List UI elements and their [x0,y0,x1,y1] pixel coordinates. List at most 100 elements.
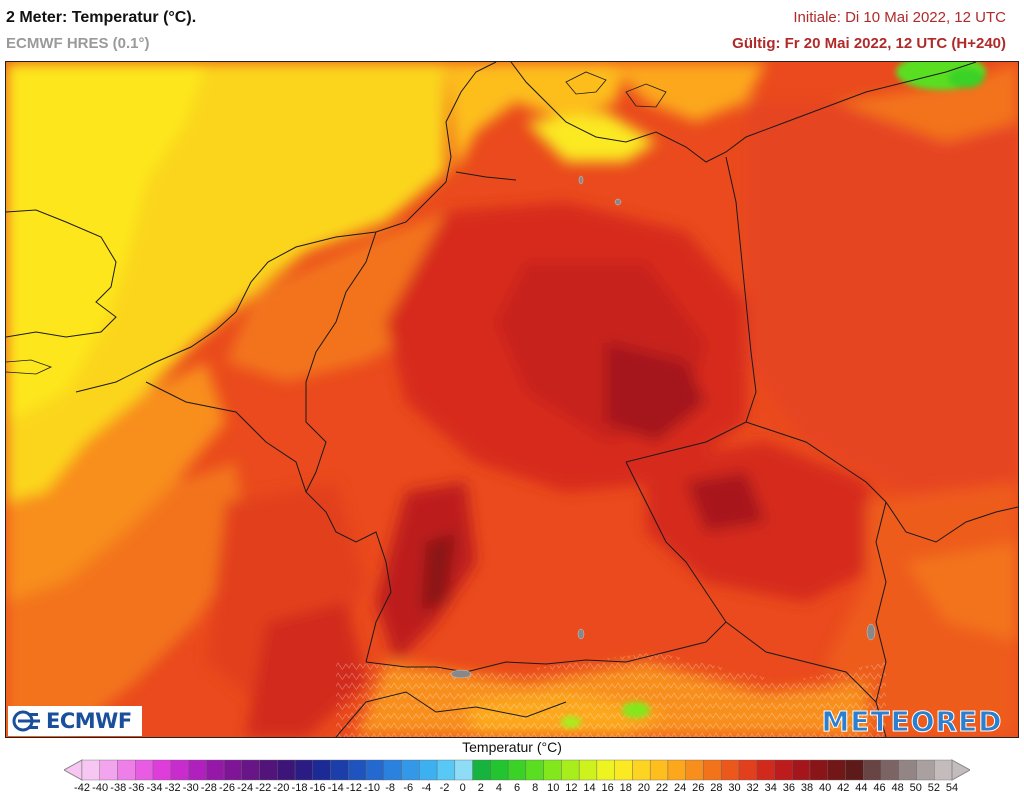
legend-swatch [578,759,598,781]
legend-tick-label: 4 [495,782,502,794]
legend-tick-label: 28 [710,782,723,794]
legend-swatch [863,759,882,781]
legend-tick-label: -14 [327,782,344,794]
legend-swatch [561,759,580,781]
legend-swatch [152,759,171,781]
legend-tick-label: -10 [364,782,380,794]
legend-swatch [241,759,260,781]
legend-title: Temperatur (°C) [462,739,562,755]
meteored-logo-text: METEORED [821,704,1003,738]
legend-tick-label: 32 [746,782,759,794]
legend-tick-label: -40 [92,782,109,794]
legend-swatch [703,759,722,781]
legend-arrow-right-icon [951,759,970,781]
valid-time: Gültig: Fr 20 Mai 2022, 12 UTC (H+240) [732,35,1006,52]
legend-tick-label: -22 [255,782,272,794]
legend-swatch [596,759,615,781]
legend-tick-label: 10 [547,782,560,794]
legend-swatch [845,759,864,781]
legend-swatch [774,759,793,781]
legend-tick-label: -4 [421,782,432,794]
color-legend-bar [64,759,970,781]
legend-swatch [614,759,633,781]
legend-swatch [419,759,438,781]
map-title: 2 Meter: Temperatur (°C). [6,9,197,26]
ecmwf-logo: ECMWF [8,706,142,736]
legend-tick-label: 44 [855,782,868,794]
legend-tick-label: -18 [291,782,308,794]
legend-swatch [117,759,136,781]
legend-tick-label: 34 [764,782,777,794]
legend-tick-label: -12 [345,782,362,794]
legend-swatch [543,759,562,781]
temperature-map[interactable] [5,61,1019,738]
legend-tick-label: 40 [819,782,832,794]
legend-swatch [685,759,704,781]
legend-swatch [649,759,669,781]
temperature-field [6,62,1018,737]
legend-tick-label: -36 [128,782,145,794]
init-time: Initiale: Di 10 Mai 2022, 12 UTC [793,9,1006,26]
meteored-logo: METEORED [806,704,1018,738]
legend-tick-label: -20 [273,782,290,794]
ecmwf-logo-text: ECMWF [46,709,132,733]
legend-swatch [223,759,242,781]
legend-tick-label: 14 [583,782,596,794]
legend-tick-label: 52 [927,782,940,794]
legend-tick-label: 12 [565,782,578,794]
legend-tick-label: -2 [439,782,450,794]
legend-swatch [525,759,544,781]
legend-swatch [632,759,651,781]
model-label: ECMWF HRES (0.1°) [6,35,150,52]
legend-tick-labels: -42 -40 -38 -36 -34 -32 -30 -28 -26 -24 -22 -20 -18-… [0,782,1024,798]
legend-swatch [330,759,349,781]
legend-swatch [206,759,225,781]
legend-tick-label: 20 [637,782,650,794]
legend-tick-label: 46 [873,782,886,794]
legend-swatch [809,759,828,781]
legend-tick-label: 38 [800,782,814,794]
legend-tick-label: -8 [385,782,396,794]
legend-swatch [170,759,189,781]
legend-tick-label: 54 [945,782,959,794]
ecmwf-logo-icon [12,710,40,732]
legend-tick-label: 36 [782,782,795,794]
legend-tick-label: 48 [891,782,904,794]
legend-swatch [365,759,385,781]
legend-swatch [738,759,757,781]
legend-swatch [880,759,899,781]
legend-tick-label: -38 [110,782,127,794]
legend-tick-label: -42 [74,782,90,794]
legend-swatch [81,759,100,781]
legend-swatch [667,759,686,781]
legend-tick-label: 6 [513,782,521,794]
legend-swatch [454,759,473,781]
legend-swatch [472,759,491,781]
legend-tick-label: 24 [674,782,687,794]
legend-tick-label: -28 [200,782,217,794]
legend-tick-label: 0 [459,782,466,794]
legend-swatch [99,759,118,781]
legend-swatch [756,759,775,781]
legend-swatch [348,759,367,781]
legend-tick-label: 30 [728,782,741,794]
legend-tick-label: -32 [164,782,181,794]
legend-swatch [916,759,935,781]
legend-tick-label: 18 [619,782,632,794]
legend-swatch [507,759,527,781]
legend-tick-label: 42 [837,782,850,794]
legend-tick-label: 8 [532,782,539,794]
legend-tick-label: 16 [601,782,614,794]
legend-swatch [898,759,917,781]
legend-tick-label: 50 [909,782,922,794]
legend-swatch [188,759,207,781]
legend-swatch [490,759,509,781]
legend-tick-label: -6 [403,782,414,794]
legend-tick-label: -24 [237,782,254,794]
legend-tick-label: -16 [309,782,326,794]
legend-tick-label: -26 [219,782,235,794]
legend-swatch [277,759,296,781]
legend-swatch [135,759,154,781]
legend-swatch [312,759,331,781]
legend-tick-label: -34 [146,782,163,794]
